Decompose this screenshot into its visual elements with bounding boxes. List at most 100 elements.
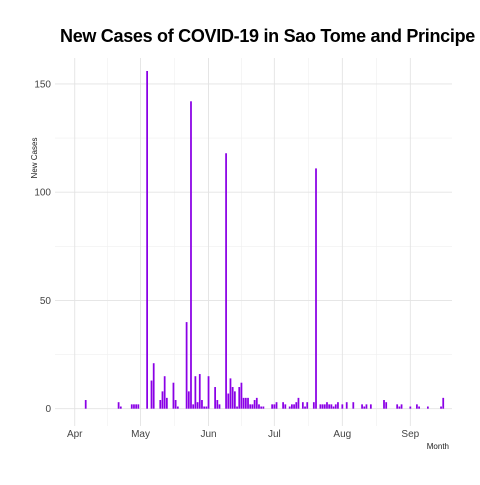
y-tick-label: 0 bbox=[45, 404, 51, 415]
bar bbox=[418, 407, 420, 409]
bar bbox=[328, 404, 330, 408]
bar bbox=[320, 404, 322, 408]
bar bbox=[188, 391, 190, 408]
bar bbox=[254, 400, 256, 409]
bar bbox=[208, 376, 210, 408]
bar bbox=[241, 383, 243, 409]
x-axis-label: Month bbox=[427, 442, 449, 451]
bar bbox=[194, 376, 196, 408]
bar bbox=[304, 407, 306, 409]
bar bbox=[258, 404, 260, 408]
bar bbox=[146, 71, 148, 409]
bar bbox=[219, 404, 221, 408]
bar bbox=[85, 400, 87, 409]
bar bbox=[289, 407, 291, 409]
bar bbox=[442, 398, 444, 409]
bar bbox=[315, 168, 317, 408]
bar bbox=[238, 387, 240, 409]
bar bbox=[370, 404, 372, 408]
bar bbox=[225, 153, 227, 408]
bar bbox=[396, 404, 398, 408]
bar bbox=[337, 402, 339, 408]
bar bbox=[276, 402, 278, 408]
bar bbox=[440, 407, 442, 409]
bar bbox=[230, 378, 232, 408]
x-tick-label: Aug bbox=[333, 429, 351, 440]
bar bbox=[227, 394, 229, 409]
bar bbox=[159, 400, 161, 409]
bar bbox=[199, 374, 201, 409]
bar bbox=[409, 407, 411, 409]
bar bbox=[256, 398, 258, 409]
bar bbox=[416, 404, 418, 408]
bar bbox=[186, 322, 188, 409]
bar bbox=[273, 404, 275, 408]
bar bbox=[164, 376, 166, 408]
bar bbox=[335, 404, 337, 408]
bar bbox=[173, 383, 175, 409]
bar bbox=[341, 404, 343, 408]
bar bbox=[214, 387, 216, 409]
bar bbox=[291, 404, 293, 408]
x-tick-label: Jun bbox=[200, 429, 216, 440]
bar bbox=[326, 402, 328, 408]
bar bbox=[203, 407, 205, 409]
bar bbox=[252, 404, 254, 408]
bar bbox=[346, 402, 348, 408]
bar bbox=[322, 404, 324, 408]
bar bbox=[192, 404, 194, 408]
bar bbox=[385, 402, 387, 408]
bar bbox=[137, 404, 139, 408]
bar bbox=[135, 404, 137, 408]
bar bbox=[151, 381, 153, 409]
bar bbox=[293, 404, 295, 408]
y-axis-label: New Cases bbox=[30, 138, 39, 179]
bar bbox=[249, 404, 251, 408]
x-tick-label: Apr bbox=[67, 429, 83, 440]
bar bbox=[166, 398, 168, 409]
y-tick-label: 150 bbox=[34, 79, 51, 90]
bar bbox=[282, 402, 284, 408]
bar bbox=[162, 391, 164, 408]
bar bbox=[262, 407, 264, 409]
bar bbox=[216, 400, 218, 409]
bar bbox=[427, 407, 429, 409]
bar bbox=[197, 402, 199, 408]
bar bbox=[284, 404, 286, 408]
bar bbox=[120, 407, 122, 409]
bar bbox=[383, 400, 385, 409]
bar bbox=[271, 404, 273, 408]
bar bbox=[352, 402, 354, 408]
bar bbox=[330, 404, 332, 408]
x-tick-label: Jul bbox=[268, 429, 281, 440]
bar bbox=[298, 398, 300, 409]
y-tick-label: 100 bbox=[34, 188, 51, 199]
x-tick-label: Sep bbox=[401, 429, 419, 440]
chart-title: New Cases of COVID-19 in Sao Tome and Pr… bbox=[60, 26, 475, 47]
bar bbox=[118, 402, 120, 408]
bar bbox=[245, 398, 247, 409]
bar bbox=[313, 402, 315, 408]
bar bbox=[232, 387, 234, 409]
bar bbox=[324, 404, 326, 408]
bar bbox=[236, 407, 238, 409]
bar bbox=[133, 404, 135, 408]
y-tick-label: 50 bbox=[40, 296, 52, 307]
bar bbox=[260, 407, 262, 409]
bar bbox=[333, 407, 335, 409]
bar bbox=[361, 404, 363, 408]
bar bbox=[401, 404, 403, 408]
bar bbox=[366, 404, 368, 408]
bar bbox=[234, 391, 236, 408]
bar bbox=[247, 398, 249, 409]
bar bbox=[205, 407, 207, 409]
bar bbox=[131, 404, 133, 408]
bar bbox=[243, 398, 245, 409]
bar bbox=[295, 402, 297, 408]
bar bbox=[175, 400, 177, 409]
bar bbox=[190, 101, 192, 408]
bar bbox=[201, 400, 203, 409]
bar bbox=[302, 402, 304, 408]
